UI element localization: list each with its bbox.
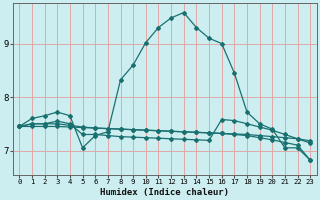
- X-axis label: Humidex (Indice chaleur): Humidex (Indice chaleur): [100, 188, 229, 197]
